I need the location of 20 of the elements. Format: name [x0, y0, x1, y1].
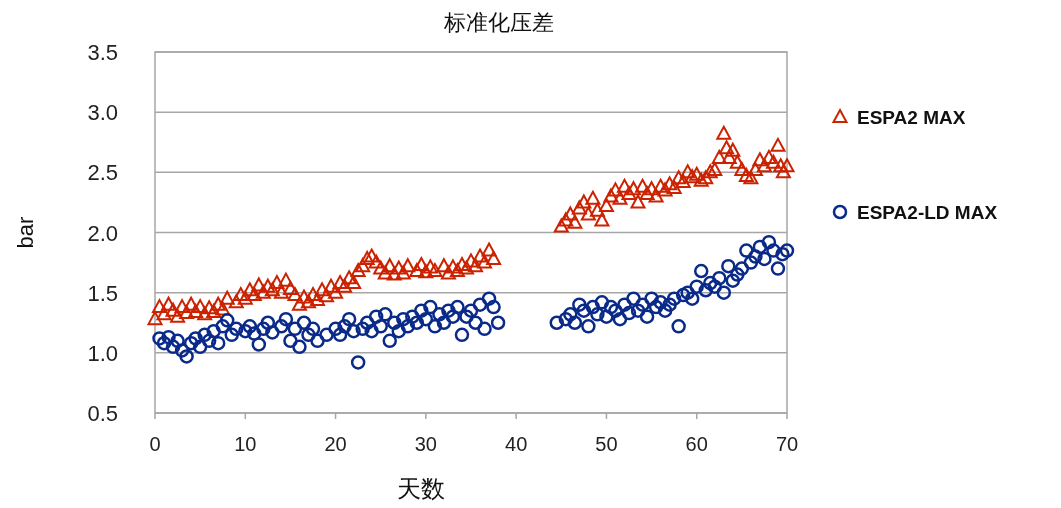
legend-label: ESPA2 MAX [857, 107, 966, 128]
x-tick-label: 60 [685, 433, 708, 455]
x-tick-label: 20 [324, 433, 347, 455]
y-tick-label: 3.0 [87, 100, 118, 126]
chart-title: 标准化压差 [443, 10, 554, 35]
y-tick-label: 2.0 [87, 220, 118, 246]
x-tick-label: 0 [149, 433, 161, 455]
y-tick-label: 1.5 [87, 280, 118, 306]
y-tick-label: 2.5 [87, 160, 118, 186]
x-tick-label: 50 [595, 433, 618, 455]
x-tick-label: 40 [505, 433, 528, 455]
y-tick-label: 3.5 [87, 40, 118, 65]
y-tick-label: 1.0 [87, 340, 118, 366]
x-axis-title: 天数 [397, 475, 445, 502]
x-tick-label: 30 [414, 433, 437, 455]
x-tick-label: 70 [775, 433, 799, 455]
x-tick-label: 10 [234, 433, 257, 455]
legend-label: ESPA2-LD MAX [857, 202, 998, 223]
y-axis-title: bar [13, 216, 38, 249]
y-tick-label: 0.5 [87, 401, 118, 426]
